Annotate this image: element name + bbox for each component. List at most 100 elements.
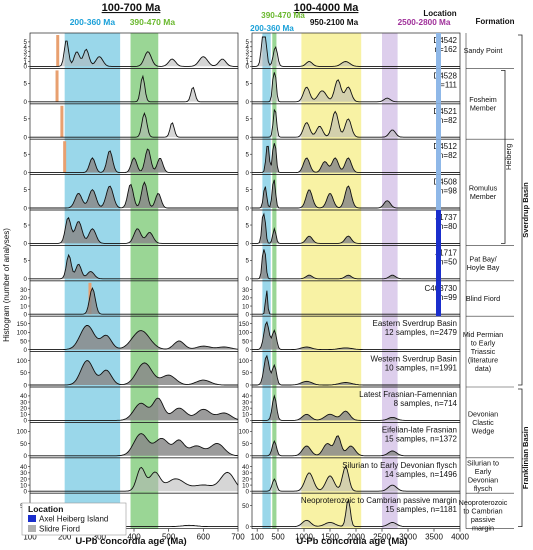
sample-label-2: D4521 xyxy=(433,107,457,116)
formation-annotations: D4542n=162D4528n=111D4521n=82D4512n=82D4… xyxy=(301,33,530,532)
right-ytick-label-7-0: 0 xyxy=(246,312,250,319)
sample-count-5: n=80 xyxy=(439,222,458,231)
sample-label-4: D4508 xyxy=(433,178,457,187)
orange-marker-3 xyxy=(63,141,67,173)
right-xtick-label-4: 2000 xyxy=(347,533,365,542)
formation-label-line-4-0: Blind Fiord xyxy=(466,294,500,303)
right-xtick-label-8: 4000 xyxy=(451,533,469,542)
sample-count-2: n=82 xyxy=(439,116,458,125)
sample-count-0: n=162 xyxy=(435,45,458,54)
sample-label-7: C403730 xyxy=(425,284,458,293)
right-kde-line-11 xyxy=(252,435,460,457)
right-ytick-label-4-0: 0 xyxy=(246,205,250,212)
group-bracket-1 xyxy=(518,34,523,386)
sample-label-13: Neoproterozoic to Cambrian passive margi… xyxy=(301,496,457,505)
right-kde-line-4 xyxy=(252,179,460,209)
left-ytick-label-1-1: 5 xyxy=(24,81,28,88)
formation-label-4: Blind Fiord xyxy=(466,294,500,303)
right-ytick-label-10-2: 20 xyxy=(242,405,249,412)
right-ytick-label-0-3: 3 xyxy=(246,49,250,56)
sample-label-5: J1737 xyxy=(435,213,457,222)
right-ytick-label-10-4: 40 xyxy=(242,393,249,400)
group-bracket-0 xyxy=(501,70,506,244)
orange-marker-2 xyxy=(60,105,64,138)
sample-count-12: 14 samples, n=1496 xyxy=(385,470,458,479)
sample-label-6: J1717 xyxy=(435,248,457,257)
right-ytick-label-8-3: 150 xyxy=(239,321,250,328)
formation-label-line-6-1: Clastic xyxy=(472,418,494,427)
left-ytick-label-11-0: 0 xyxy=(24,453,28,460)
location-legend: Location Axel Heiberg Island Slidre Fior… xyxy=(21,502,127,536)
formation-label-line-5-3: (literature xyxy=(468,356,498,365)
right-kde-line-0 xyxy=(252,36,460,67)
right-kde-line-3 xyxy=(252,143,460,174)
right-ytick-label-13-0: 0 xyxy=(246,524,250,531)
sample-count-6: n=50 xyxy=(439,257,458,266)
sample-count-8: 12 samples, n=2479 xyxy=(385,328,458,337)
right-ytick-label-12-1: 10 xyxy=(242,482,249,489)
formation-label-line-7-0: Silurian to xyxy=(467,458,499,467)
left-band-label-1: 390-470 Ma xyxy=(130,17,176,27)
sample-label-11: Eifelian-late Frasnian xyxy=(382,425,457,434)
right-ytick-label-12-4: 40 xyxy=(242,464,249,471)
right-band-label-3: 2500-2800 Ma xyxy=(398,18,451,27)
right-ytick-label-3-0: 0 xyxy=(246,170,250,177)
right-ytick-label-8-1: 50 xyxy=(242,338,249,345)
right-band-label-1: 390-470 Ma xyxy=(261,11,305,20)
location-bar-2 xyxy=(436,103,441,140)
left-ytick-label-3-0: 0 xyxy=(24,170,28,177)
right-kde-fill-3 xyxy=(252,143,460,173)
left-kde-fill-5 xyxy=(30,217,238,244)
location-bar-5 xyxy=(436,210,441,246)
right-ytick-label-10-1: 10 xyxy=(242,412,249,419)
left-xtick-label-3: 400 xyxy=(127,533,141,542)
sample-count-1: n=111 xyxy=(436,80,458,89)
formation-label-line-8-1: Neoproterozoic xyxy=(459,498,508,507)
left-x-axis-label: U-Pb concordia age (Ma) xyxy=(75,536,186,547)
location-bar-1 xyxy=(436,68,441,104)
right-ytick-label-0-5: 5 xyxy=(246,39,250,46)
formation-label-line-3-1: Hoyle Bay xyxy=(467,263,500,272)
right-kde-line-1 xyxy=(252,72,460,103)
group-label-0: Heiberg xyxy=(504,144,513,170)
left-ytick-label-12-3: 30 xyxy=(20,470,27,477)
right-kde-line-10 xyxy=(252,394,460,421)
formation-label-0: Sandy Point xyxy=(464,46,503,55)
sample-count-4: n=98 xyxy=(439,187,458,196)
right-ytick-label-9-1: 50 xyxy=(242,370,249,377)
right-ytick-label-1-0: 0 xyxy=(246,99,250,106)
left-xtick-label-5: 600 xyxy=(197,533,211,542)
right-band-label-2: 950-2100 Ma xyxy=(310,18,359,27)
left-kde-line-8 xyxy=(30,325,239,351)
right-kde-line-8 xyxy=(252,320,460,351)
left-kde-line-7 xyxy=(30,286,238,315)
left-kde-fill-11 xyxy=(30,433,238,456)
right-ytick-label-9-2: 100 xyxy=(239,358,250,365)
left-xtick-label-1: 200 xyxy=(58,533,72,542)
legend-label-slidre: Slidre Fiord xyxy=(39,525,80,534)
formation-label-line-0-0: Sandy Point xyxy=(464,46,503,55)
left-kde-fill-10 xyxy=(30,398,238,421)
right-ytick-label-1-1: 5 xyxy=(246,81,250,88)
left-ytick-label-4-1: 5 xyxy=(24,187,28,194)
formation-header: Formation xyxy=(475,17,514,26)
formation-label-line-5-0: Mid Permian xyxy=(463,330,503,339)
left-ytick-label-4-0: 0 xyxy=(24,205,28,212)
right-kde-fill-0 xyxy=(252,37,460,67)
right-panel: 0123450505050505050102030050100150050100… xyxy=(239,32,469,542)
formation-label-8: Neoproterozoic to Cambrian passive margin xyxy=(459,498,508,533)
formation-label-line-3-0: Pat Bay/ xyxy=(469,254,496,263)
left-ytick-label-0-1: 1 xyxy=(24,59,28,66)
right-ytick-label-7-2: 20 xyxy=(242,295,249,302)
sample-count-7: n=99 xyxy=(439,293,458,302)
left-ytick-label-10-2: 20 xyxy=(20,405,27,412)
sample-label-1: D4528 xyxy=(433,71,457,80)
left-band-labels: 200-360 Ma 390-470 Ma xyxy=(70,17,176,27)
left-kde-line-2 xyxy=(30,111,238,138)
group-label-1: Sverdrup Basin xyxy=(521,182,530,238)
y-axis-label: Histogram (number of analyses) xyxy=(2,228,11,342)
location-bar-0 xyxy=(436,33,441,69)
left-ytick-label-6-0: 0 xyxy=(24,276,28,283)
right-kde-line-9 xyxy=(252,354,460,386)
